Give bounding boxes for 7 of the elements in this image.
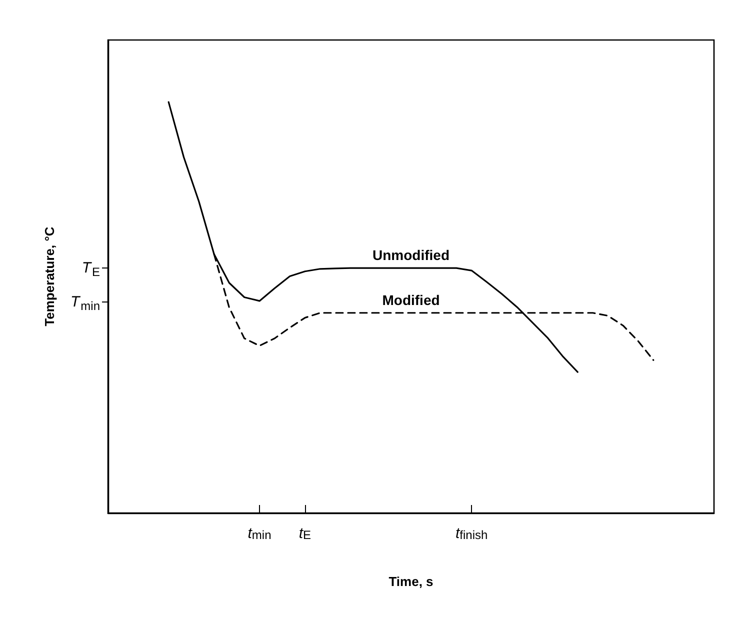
x-tick-label: tfinish: [456, 525, 488, 542]
series-label: Modified: [382, 292, 440, 308]
x-axis-title: Time, s: [388, 574, 434, 589]
x-tick-label: tmin: [248, 525, 272, 542]
x-tick-label: tE: [298, 525, 312, 542]
y-axis-title: Temperature, °C: [42, 226, 57, 326]
series-label: Unmodified: [372, 247, 450, 264]
